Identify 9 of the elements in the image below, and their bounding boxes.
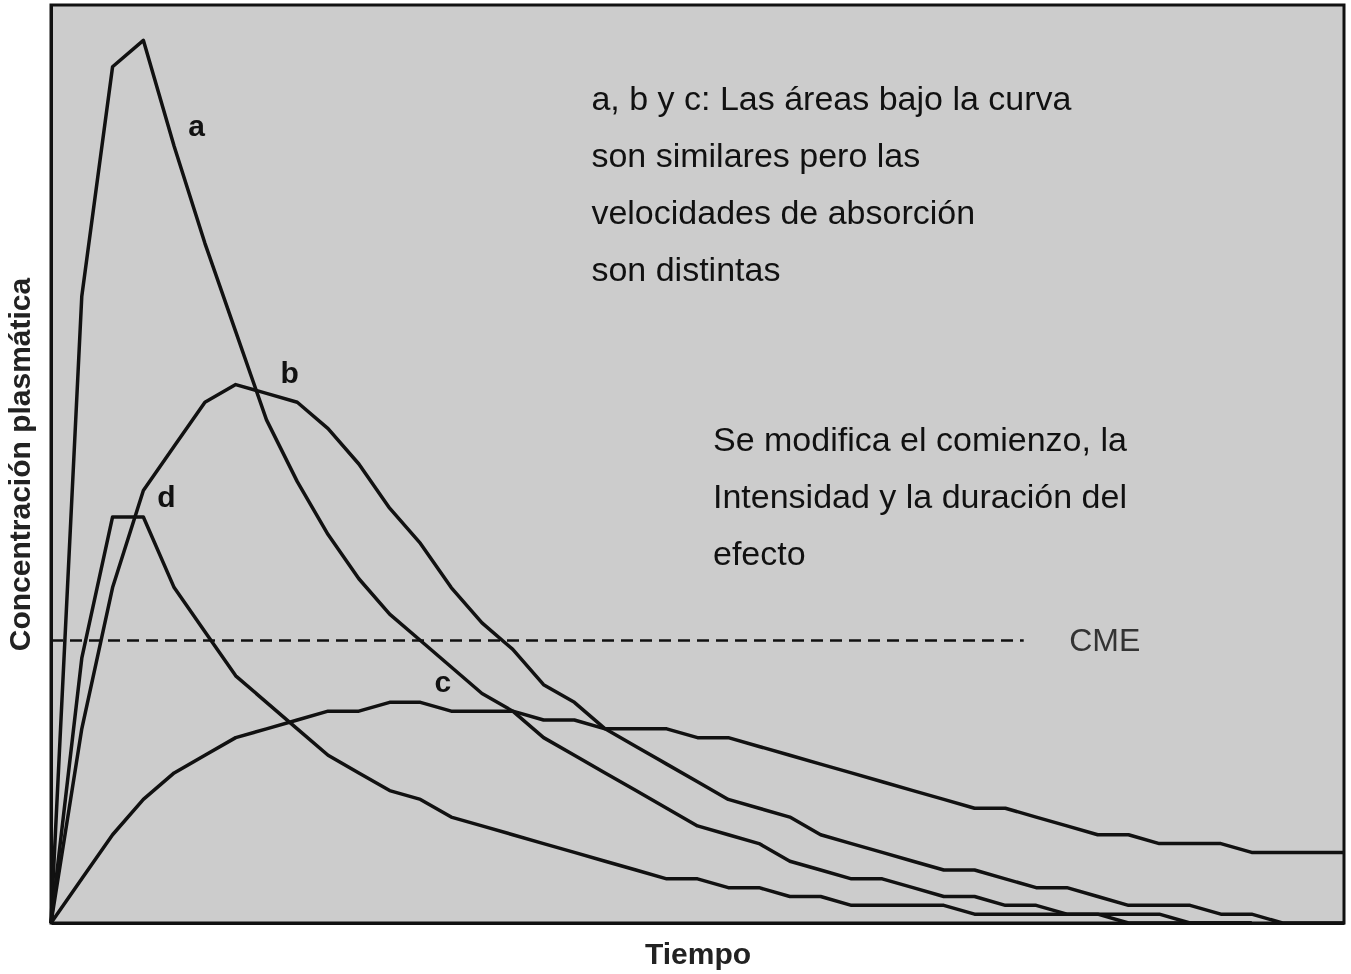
y-axis-title: Concentración plasmática xyxy=(2,277,36,652)
series-label: c xyxy=(434,665,452,699)
annotation: a, b y c: Las áreas bajo la curva son similares pero las velocidades de absorción son distintas xyxy=(591,78,1072,288)
ref-line-label: CME xyxy=(1069,621,1141,658)
x-axis-title: Tiempo xyxy=(644,936,752,970)
series-label: d xyxy=(157,479,176,513)
series-label: b xyxy=(280,356,299,390)
annotation: Se modifica el comienzo, la Intensidad y la duración del efecto xyxy=(712,419,1127,572)
series-label: a xyxy=(188,109,206,143)
